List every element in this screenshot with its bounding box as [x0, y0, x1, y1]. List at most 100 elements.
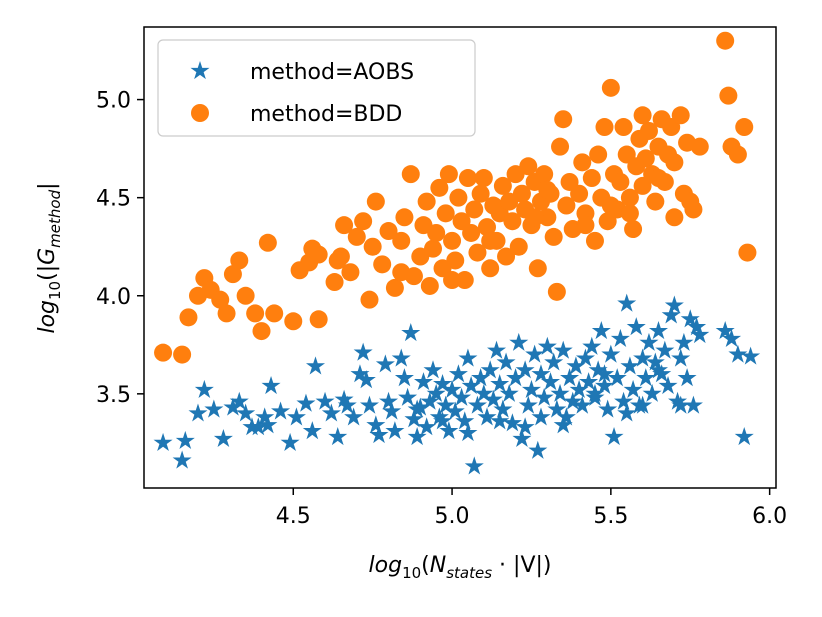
- y-tick-label: 3.5: [96, 383, 131, 408]
- bdd-point: [576, 216, 595, 235]
- bdd-point: [427, 223, 446, 242]
- aobs-point: [461, 375, 481, 395]
- bdd-point: [430, 178, 449, 197]
- aobs-point: [337, 395, 357, 414]
- legend-star-icon: [190, 61, 210, 80]
- x-axis-label-rest: · |V|): [492, 553, 551, 578]
- aobs-point: [426, 383, 446, 402]
- aobs-point: [531, 364, 551, 383]
- aobs-point: [547, 399, 567, 418]
- aobs-point: [385, 421, 405, 440]
- aobs-point: [280, 432, 300, 451]
- aobs-point: [534, 387, 554, 406]
- bdd-point: [392, 231, 411, 250]
- aobs-point: [671, 348, 691, 367]
- aobs-point: [369, 425, 389, 444]
- legend-frame: [157, 39, 476, 137]
- bdd-point: [497, 247, 516, 266]
- aobs-point: [261, 375, 281, 395]
- aobs-point: [452, 387, 472, 406]
- aobs-point: [591, 321, 611, 340]
- aobs-point: [553, 340, 573, 359]
- aobs-point: [642, 383, 662, 402]
- aobs-point: [359, 395, 379, 414]
- bdd-point: [738, 243, 757, 262]
- aobs-point: [382, 401, 402, 420]
- aobs-point: [458, 348, 478, 367]
- aobs-point: [433, 374, 453, 393]
- bdd-point: [639, 121, 658, 140]
- legend-circle-icon: [191, 104, 209, 122]
- aobs-point: [553, 415, 573, 434]
- bdd-point: [589, 145, 608, 164]
- aobs-point: [544, 352, 564, 371]
- aobs-point: [455, 411, 475, 430]
- bdd-point: [392, 263, 411, 282]
- aobs-point: [604, 427, 624, 446]
- x-tick-label: 5.5: [593, 504, 628, 529]
- aobs-point: [598, 399, 618, 418]
- aobs-point: [223, 397, 243, 416]
- aobs-point: [413, 372, 433, 391]
- aobs-point: [674, 332, 694, 351]
- aobs-point: [639, 332, 659, 351]
- aobs-point: [404, 409, 424, 428]
- bdd-point: [366, 192, 385, 211]
- aobs-point: [680, 309, 700, 328]
- legend-label-bdd: method=BDD: [250, 102, 402, 127]
- aobs-point: [417, 417, 437, 436]
- plot-frame: [143, 26, 777, 489]
- aobs-point: [569, 379, 589, 399]
- bdd-point: [446, 251, 465, 270]
- aobs-point: [531, 407, 551, 426]
- bdd-point: [363, 237, 382, 256]
- aobs-point: [490, 374, 510, 393]
- y-axis-label-open: (|: [35, 265, 60, 281]
- bdd-point: [265, 304, 284, 323]
- aobs-point: [344, 407, 364, 426]
- bdd-point: [258, 233, 277, 252]
- bdd-point: [719, 86, 738, 105]
- aobs-point: [375, 354, 395, 373]
- bdd-point: [573, 153, 592, 172]
- bdd-point: [671, 106, 690, 125]
- bdd-point: [665, 153, 684, 172]
- bdd-point: [503, 212, 522, 231]
- aobs-point: [188, 403, 208, 422]
- x-tick-label: 6.0: [752, 504, 787, 529]
- bdd-point: [379, 222, 398, 241]
- aobs-point: [617, 293, 637, 312]
- aobs-point: [353, 342, 373, 361]
- bdd-point: [509, 237, 528, 256]
- aobs-point: [407, 399, 427, 418]
- aobs-point: [328, 427, 348, 446]
- bdd-point: [439, 165, 458, 184]
- bdd-point: [614, 118, 633, 137]
- bdd-point: [535, 165, 554, 184]
- bdd-point: [681, 192, 700, 211]
- aobs-point: [579, 372, 599, 391]
- aobs-point: [566, 356, 586, 375]
- bdd-point: [525, 208, 544, 227]
- aobs-point: [560, 368, 580, 387]
- aobs-point: [617, 403, 637, 422]
- aobs-point: [490, 411, 510, 430]
- aobs-point: [502, 413, 522, 432]
- bdd-point: [528, 259, 547, 278]
- aobs-point: [537, 336, 557, 355]
- bdd-point: [690, 137, 709, 156]
- bdd-point: [373, 255, 392, 274]
- aobs-point: [588, 360, 608, 379]
- bdd-point: [309, 245, 328, 264]
- bdd-point: [385, 278, 404, 297]
- aobs-point: [506, 368, 526, 387]
- aobs-point: [648, 321, 668, 340]
- aobs-point: [305, 356, 326, 375]
- aobs-point: [509, 332, 529, 351]
- aobs-point: [350, 364, 370, 383]
- bdd-point: [611, 172, 630, 191]
- aobs-point: [594, 364, 615, 383]
- bdd-point: [554, 110, 573, 129]
- bdd-point: [620, 188, 639, 207]
- aobs-point: [515, 360, 535, 379]
